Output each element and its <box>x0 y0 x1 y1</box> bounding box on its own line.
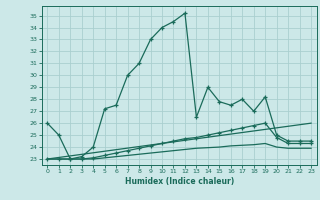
X-axis label: Humidex (Indice chaleur): Humidex (Indice chaleur) <box>124 177 234 186</box>
